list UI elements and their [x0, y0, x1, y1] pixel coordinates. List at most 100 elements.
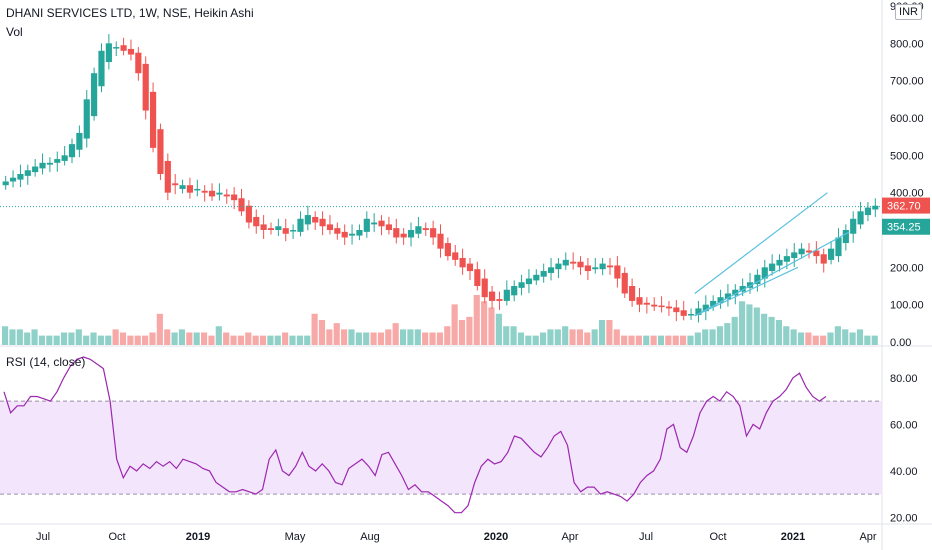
candle-body	[518, 282, 525, 288]
candle-body	[791, 252, 798, 258]
volume-bar	[687, 335, 694, 345]
volume-bar	[481, 301, 488, 345]
candle-body	[857, 211, 864, 225]
volume-bar	[75, 329, 82, 345]
candle-body	[76, 132, 83, 150]
volume-bar	[591, 329, 598, 345]
volume-bar	[68, 332, 75, 345]
volume-bar	[849, 332, 856, 345]
candle-body	[732, 289, 739, 296]
ema-price-badge-bg	[882, 218, 930, 235]
time-tick-label: Oct	[108, 531, 125, 543]
candle-body	[400, 233, 407, 238]
candle-body	[61, 155, 68, 161]
volume-bar	[230, 335, 237, 345]
volume-bar	[259, 335, 267, 345]
candle-body	[798, 248, 805, 255]
volume-bar	[694, 332, 701, 345]
rsi-line	[3, 356, 827, 514]
volume-bar	[643, 335, 650, 345]
volume-bar	[318, 320, 326, 345]
candle-body	[724, 293, 732, 300]
volume-bar	[348, 329, 355, 345]
volume-bar	[392, 323, 399, 345]
candle-body	[673, 307, 680, 313]
volume-bar	[525, 335, 532, 345]
volume-bar	[60, 332, 68, 345]
candle-body	[820, 254, 827, 264]
volume-bar	[149, 332, 156, 345]
volume-bar	[827, 332, 834, 345]
volume-bar	[709, 329, 716, 345]
volume-bar	[186, 332, 193, 345]
volume-bar	[171, 332, 178, 345]
volume-bar	[90, 332, 97, 345]
candle-body	[113, 47, 120, 49]
time-tick-label: Jul	[36, 531, 50, 543]
candle-body	[393, 228, 400, 238]
candle-body	[46, 162, 53, 165]
candle-body	[783, 256, 790, 262]
volume-bar	[311, 313, 318, 345]
candle-body	[643, 302, 650, 305]
volume-bar	[532, 335, 539, 345]
candle-body	[599, 263, 606, 270]
volume-bar	[672, 335, 679, 345]
rsi-tick-label: 80.00	[890, 373, 918, 385]
volume-bar	[842, 329, 849, 345]
currency-selector[interactable]: INR	[895, 4, 922, 20]
candle-body	[813, 250, 820, 257]
candle-body	[680, 310, 687, 316]
candle-body	[702, 304, 709, 312]
last-price-badge-bg	[882, 197, 930, 214]
volume-bar	[576, 329, 584, 345]
volume-bar	[134, 335, 141, 345]
candle-body	[341, 231, 348, 238]
candle-body	[348, 233, 356, 236]
volume-bar	[716, 326, 724, 345]
candle-body	[83, 99, 90, 139]
volume-bar	[304, 335, 311, 345]
volume-bar	[407, 329, 414, 345]
time-tick-label: 2021	[781, 531, 805, 543]
volume-bar	[385, 329, 392, 345]
trend-channel-line	[694, 231, 850, 317]
candle-body	[32, 166, 39, 173]
time-tick-label: May	[285, 531, 306, 543]
price-tick-label: 200.00	[890, 262, 924, 274]
candle-body	[304, 215, 311, 225]
candle-body	[186, 185, 194, 193]
volume-bar	[731, 316, 738, 345]
volume-bar	[783, 326, 790, 345]
candle-body	[2, 181, 9, 186]
volume-bar	[775, 320, 782, 345]
volume-bar	[326, 329, 333, 345]
time-tick-label: 2019	[186, 531, 210, 543]
candle-body	[584, 265, 591, 272]
volume-bar	[613, 329, 620, 345]
candle-body	[570, 261, 577, 264]
time-tick-label: Aug	[360, 531, 380, 543]
volume-bar	[24, 332, 31, 345]
volume-bar	[657, 335, 665, 345]
volume-bar	[702, 329, 709, 345]
volume-bar	[539, 332, 547, 345]
volume-bar	[738, 301, 746, 345]
rsi-label: RSI (14, close)	[6, 355, 86, 369]
candle-body	[363, 218, 370, 232]
price-tick-label: 600.00	[890, 113, 924, 125]
candle-body	[444, 243, 451, 257]
volume-bar	[2, 326, 9, 345]
volume-bar	[112, 329, 119, 345]
candle-body	[776, 259, 783, 266]
price-tick-label: 0.00	[890, 337, 911, 349]
candle-body	[496, 299, 503, 301]
volume-bar	[164, 329, 171, 345]
candle-body	[503, 289, 510, 301]
candle-body	[371, 222, 378, 225]
volume-bar	[282, 332, 289, 345]
volume-bar	[16, 329, 23, 345]
volume-bar	[680, 335, 687, 345]
volume-bar	[834, 326, 841, 345]
